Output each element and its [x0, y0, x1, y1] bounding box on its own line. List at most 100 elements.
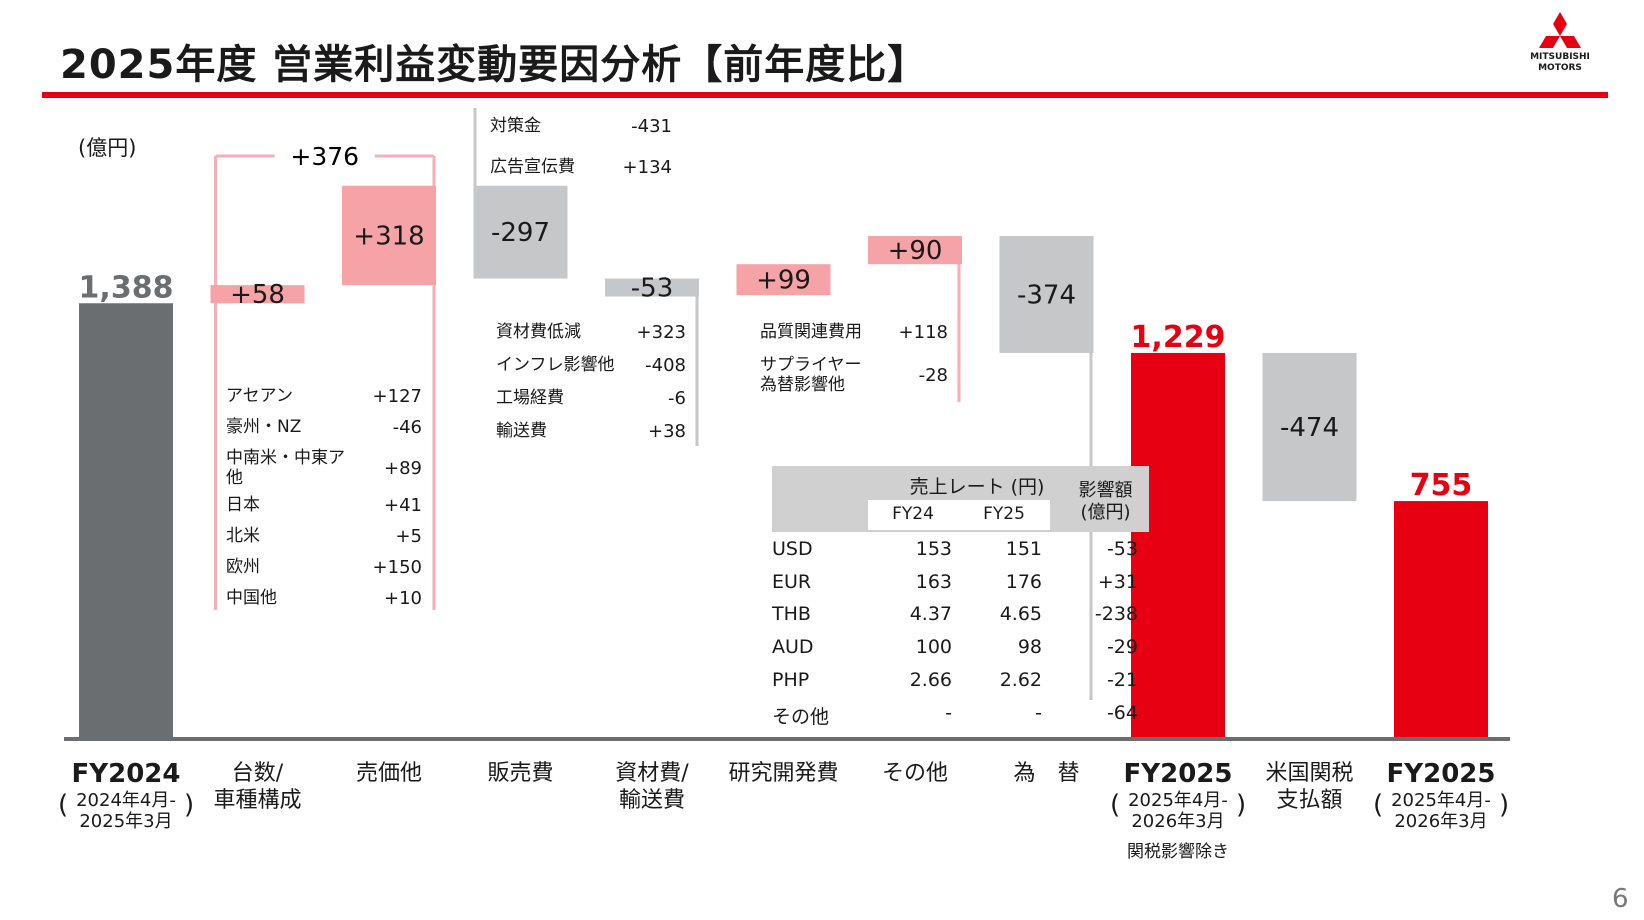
bar-fx: [999, 236, 1094, 353]
category-paren-close-fy2024: ): [184, 790, 195, 820]
fx-row: AUD 100 98 -29: [772, 636, 1149, 670]
fx-row: THB 4.37 4.65 -238: [772, 603, 1149, 637]
bar-label-tariff: -474: [1280, 413, 1339, 443]
breakdown-selling-value-1: +134: [622, 157, 672, 178]
breakdown-material-label-0: 資材費低減: [496, 322, 581, 342]
fx-cell-fy25: 98: [1017, 636, 1042, 659]
category-paren-open-fy2025_ex: (: [1110, 790, 1121, 820]
breakdown-material-label-3: 輸送費: [496, 421, 547, 441]
fx-cell-currency: THB: [772, 603, 811, 626]
fx-row: PHP 2.66 2.62 -21: [772, 669, 1149, 703]
fx-cell-impact: -238: [1094, 603, 1138, 626]
bar-label-material: -53: [631, 274, 673, 304]
fx-cell-currency: EUR: [772, 570, 812, 593]
fx-cell-fy25: -: [1035, 701, 1042, 724]
category-period-fy2025_ex: 2025年4月- 2026年3月: [1128, 790, 1228, 832]
fx-header-rate: 売上レート (円): [909, 476, 1045, 498]
fx-cell-currency: PHP: [772, 668, 810, 691]
fx-cell-fy25: 4.65: [999, 603, 1042, 626]
category-paren-open-fy2024: (: [58, 790, 69, 820]
fx-cell-fy24: 163: [915, 570, 952, 593]
page-number: 6: [1612, 884, 1629, 914]
breakdown-volume-value-6: +10: [384, 588, 422, 609]
bar-label-volume: +58: [230, 280, 285, 310]
category-paren-close-fy2025_ex: ): [1236, 790, 1247, 820]
breakdown-volume-label-4: 北米: [226, 526, 260, 546]
fx-row: USD 153 151 -53: [772, 538, 1149, 572]
bar-label-fx: -374: [1017, 281, 1076, 311]
fx-cell-impact: -53: [1106, 538, 1138, 560]
bar-label-price: +318: [353, 221, 424, 251]
breakdown-other-value-0: +118: [898, 322, 948, 343]
category-label-other: その他: [881, 761, 948, 786]
breakdown-volume-value-1: -46: [392, 417, 422, 438]
category-period-fy2025: 2025年4月- 2026年3月: [1391, 790, 1491, 832]
fx-cell-impact: -64: [1106, 701, 1138, 724]
fx-cell-impact: -29: [1106, 636, 1138, 659]
bracket-label: +376: [290, 142, 359, 171]
category-label-volume: 台数/車種構成: [213, 761, 302, 813]
bar-other: [868, 236, 962, 265]
logo-text-mitsubishi: MITSUBISHI: [1530, 52, 1590, 62]
breakdown-volume-value-2: +89: [384, 458, 422, 479]
bar-label-other: +90: [888, 236, 943, 266]
breakdown-material-value-3: +38: [648, 421, 686, 442]
breakdown-volume-value-5: +150: [372, 557, 422, 578]
category-paren-open-fy2025: (: [1373, 790, 1384, 820]
bar-volume: [210, 285, 305, 304]
bar-label-fy2025_ex: 1,229: [1131, 320, 1226, 355]
breakdown-volume-label-3: 日本: [226, 495, 260, 515]
bar-price: [342, 185, 436, 286]
category-label-fy2025_ex: FY2025: [1123, 759, 1233, 789]
breakdown-material-value-0: +323: [636, 322, 686, 343]
fx-cell-currency: AUD: [772, 636, 814, 659]
breakdown-volume-label-2: 中南米・中東ア他: [226, 448, 345, 488]
breakdown-volume-label-0: アセアン: [226, 386, 293, 406]
bar-fy2025_ex: [1131, 352, 1225, 737]
breakdown-selling-label-0: 対策金: [490, 116, 541, 136]
bar-label-rnd: +99: [756, 266, 811, 296]
breakdown-volume-value-4: +5: [395, 526, 422, 547]
fx-cell-fy24: 153: [915, 538, 952, 560]
fx-header-impact-unit: (億円): [1080, 502, 1131, 523]
bar-label-fy2025: 755: [1410, 468, 1473, 503]
fx-cell-fy24: 100: [915, 636, 952, 659]
fx-row: その他 - - -64: [772, 702, 1149, 736]
bar-label-fy2024: 1,388: [79, 270, 174, 305]
page-title: 2025年度 営業利益変動要因分析【前年度比】: [60, 42, 929, 88]
breakdown-volume-value-3: +41: [384, 495, 422, 516]
category-label-selling: 販売費: [487, 761, 554, 786]
fx-cell-fy24: 4.37: [909, 603, 952, 626]
category-label-fy2025: FY2025: [1386, 759, 1496, 789]
fx-cell-impact: +31: [1097, 570, 1138, 593]
breakdown-other-label-1: サプライヤー 為替影響他: [760, 355, 862, 395]
breakdown-volume-label-5: 欧州: [226, 557, 260, 577]
mitsubishi-logo: MITSUBISHI MOTORS: [1512, 10, 1608, 82]
bar-rnd: [736, 264, 831, 296]
breakdown-material-value-1: -408: [645, 355, 686, 376]
fx-header-fy24: FY24: [892, 504, 934, 524]
fx-cell-currency: USD: [772, 538, 813, 560]
fx-cell-fy25: 2.62: [999, 668, 1042, 691]
bar-fy2025: [1394, 501, 1488, 737]
fx-cell-fy24: -: [945, 701, 952, 724]
bar-selling: [473, 185, 568, 279]
fx-cell-fy24: 2.66: [909, 668, 952, 691]
breakdown-material-value-2: -6: [668, 388, 686, 409]
breakdown-volume-label-6: 中国他: [226, 588, 277, 608]
category-label-material: 資材費/輸送費: [615, 761, 689, 813]
three-diamonds-icon: [1539, 12, 1581, 48]
breakdown-other-label-0: 品質関連費用: [760, 322, 862, 342]
unit-label: (億円): [78, 136, 137, 160]
title-underline: [42, 92, 1608, 98]
category-period-fy2024: 2024年4月- 2025年3月: [76, 790, 176, 832]
category-label-fx: 為 替: [1013, 761, 1080, 786]
category-note-fy2025_ex: 関税影響除き: [1127, 842, 1229, 862]
fx-header-fy25: FY25: [983, 504, 1025, 524]
category-label-tariff: 米国関税 支払額: [1265, 761, 1354, 813]
breakdown-selling-value-0: -431: [631, 116, 672, 137]
fx-cell-impact: -21: [1106, 668, 1138, 691]
fx-cell-fy25: 151: [1005, 538, 1042, 560]
